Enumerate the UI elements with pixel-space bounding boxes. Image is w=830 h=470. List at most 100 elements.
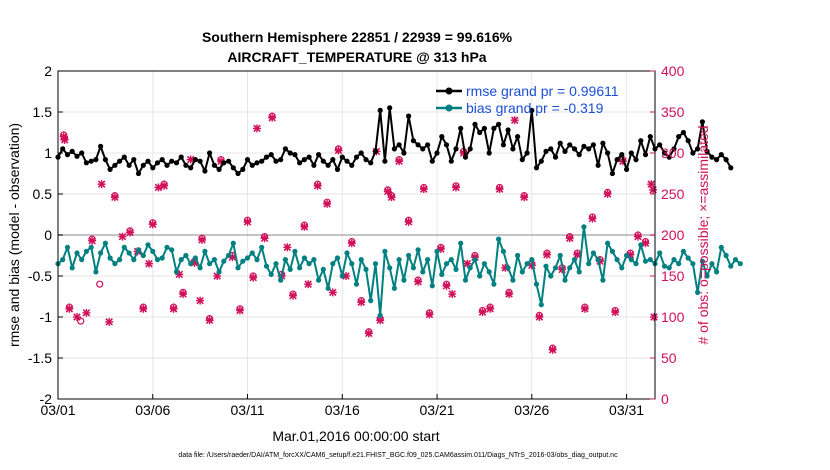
bias-point <box>325 285 331 291</box>
obs-assimilated-marker <box>580 304 589 313</box>
bias-point <box>500 248 506 254</box>
rmse-point <box>344 158 350 164</box>
bias-point <box>425 257 431 263</box>
bias-point <box>69 265 75 271</box>
rmse-point <box>638 138 644 144</box>
rmse-point <box>515 134 521 140</box>
rmse-point <box>406 113 412 119</box>
obs-assimilated-marker <box>328 288 337 297</box>
bias-point <box>723 252 729 259</box>
rmse-point <box>334 166 341 172</box>
bias-point <box>244 255 251 261</box>
bias-point <box>320 266 326 272</box>
bias-point <box>718 244 724 250</box>
rmse-point <box>211 162 217 168</box>
obs-assimilated-marker <box>404 217 413 226</box>
bias-point <box>529 257 535 263</box>
bias-point <box>586 261 592 267</box>
rmse-point <box>197 158 203 164</box>
bias-point <box>377 312 383 318</box>
rmse-point <box>505 127 511 133</box>
bias-point <box>192 255 198 261</box>
rmse-point <box>695 146 701 152</box>
bias-point <box>396 257 402 263</box>
rmse-point <box>628 150 634 156</box>
obs-assimilated-marker <box>65 304 74 313</box>
bias-point <box>600 277 606 283</box>
rmse-point <box>382 158 388 164</box>
obs-assimilated-marker <box>357 298 366 307</box>
right-axis-label: # of obs: o=possible; ×=assimilated <box>695 125 711 344</box>
rmse-point <box>543 148 549 154</box>
bias-point <box>491 281 497 287</box>
bias-point <box>619 265 625 271</box>
rmse-point <box>306 154 312 160</box>
bias-point <box>519 269 525 275</box>
obs-possible-marker <box>77 317 85 325</box>
bias-point <box>372 261 379 267</box>
bias-point <box>353 281 360 287</box>
rmse-point <box>216 166 222 172</box>
legend-rmse-label: rmse grand pr = 0.99611 <box>466 83 619 99</box>
rmse-point <box>192 157 198 163</box>
obs-assimilated-marker <box>196 296 205 305</box>
obs-assimilated-marker <box>641 239 650 248</box>
bias-point <box>458 240 464 246</box>
rmse-point <box>458 125 464 131</box>
rmse-point <box>372 148 379 154</box>
bias-point <box>699 258 706 264</box>
rmse-point <box>349 162 355 168</box>
obs-assimilated-marker <box>383 187 392 196</box>
left-tick-label: 1 <box>44 145 52 161</box>
rmse-point <box>268 152 274 158</box>
bias-point <box>415 247 421 253</box>
bias-point <box>301 255 307 261</box>
obs-assimilated-marker <box>649 185 658 194</box>
bias-point <box>728 263 734 269</box>
bias-point <box>690 261 696 267</box>
bias-point <box>240 258 246 264</box>
obs-assimilated-marker <box>478 308 487 317</box>
obs-assimilated-marker <box>448 290 457 299</box>
bias-point <box>709 261 715 267</box>
rmse-point <box>60 146 66 152</box>
bias-point <box>363 266 369 272</box>
bias-point <box>145 242 151 248</box>
obs-assimilated-marker <box>179 290 188 299</box>
rmse-point <box>88 158 94 164</box>
bias-point <box>349 261 355 267</box>
bias-point <box>382 248 388 254</box>
chart-title-line1: Southern Hemisphere 22851 / 22939 = 99.6… <box>202 29 513 45</box>
rmse-point <box>316 152 322 158</box>
bias-point <box>505 265 511 271</box>
bias-point <box>330 261 336 267</box>
rmse-point <box>173 160 180 166</box>
rmse-point <box>273 158 279 164</box>
bias-point <box>197 265 203 271</box>
bias-point <box>576 269 582 275</box>
rmse-point <box>496 121 502 127</box>
obs-assimilated-marker <box>425 310 434 319</box>
rmse-point <box>448 158 454 164</box>
obs-assimilated-marker <box>505 290 514 299</box>
rmse-point <box>154 160 161 166</box>
bias-point <box>410 265 416 271</box>
x-tick-label: 03/06 <box>135 402 170 418</box>
rmse-point <box>538 158 544 164</box>
bias-point <box>368 298 374 304</box>
rmse-point <box>169 158 175 164</box>
rmse-point <box>64 152 71 158</box>
x-tick-label: 03/31 <box>609 402 644 418</box>
bias-point <box>287 266 293 272</box>
rmse-point <box>363 157 369 163</box>
rmse-point <box>586 146 592 152</box>
bias-point <box>510 277 516 283</box>
obs-assimilated-marker <box>548 345 557 354</box>
rmse-point <box>728 165 734 171</box>
obs-assimilated-marker <box>323 199 332 208</box>
obs-assimilated-marker <box>160 181 169 190</box>
bias-series <box>55 224 743 318</box>
rmse-point <box>183 162 189 168</box>
bias-point <box>391 285 397 291</box>
bias-point <box>273 261 279 267</box>
